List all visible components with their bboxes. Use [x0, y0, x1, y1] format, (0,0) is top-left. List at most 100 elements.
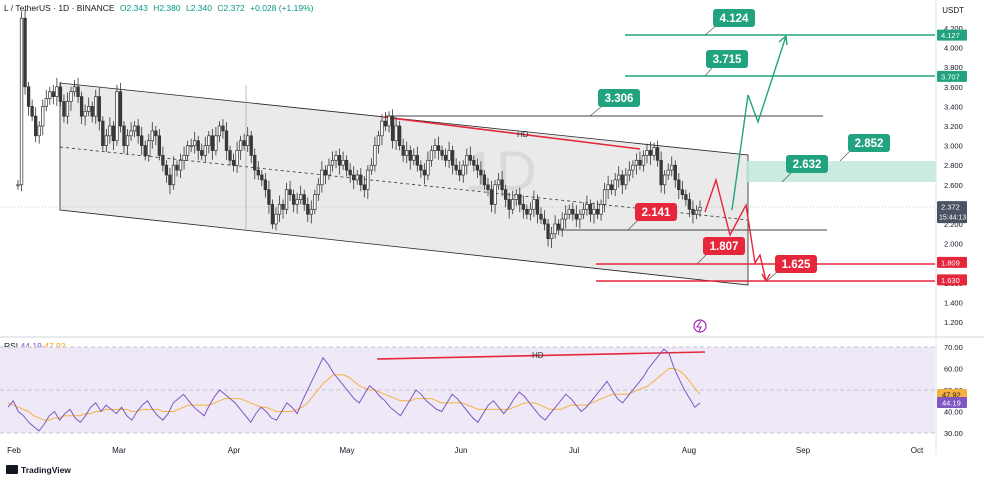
price-pane: 1D HD [0, 24, 936, 333]
annotation-text: 3.715 [713, 54, 742, 66]
candle-body [528, 208, 533, 215]
candle-body [465, 155, 469, 166]
rsi-line [7, 348, 701, 432]
candle-body [94, 96, 98, 117]
interval-watermark: 1D [465, 139, 537, 202]
price-level-tag [937, 29, 967, 41]
candle-body [503, 189, 508, 200]
candle-body [507, 199, 511, 210]
candle-body [436, 145, 441, 151]
candle-body [549, 233, 554, 240]
time-tick-label: Jun [455, 446, 468, 455]
leader-2852 [839, 150, 851, 162]
open-value: O2.343 [119, 3, 148, 13]
candle-body [426, 159, 430, 176]
time-tick-label: Feb [7, 446, 21, 455]
price-axis[interactable]: 4.200 4.000 3.800 3.600 3.400 3.200 3.000 2.800… [937, 24, 967, 327]
annotation-box [598, 89, 640, 107]
candle-body [624, 174, 628, 186]
leader-3306 [589, 105, 603, 117]
candle-body [458, 169, 462, 176]
candle-body [97, 96, 101, 122]
time-axis[interactable]: Feb Mar Apr May Jun Jul Aug Sep Oct [7, 0, 924, 455]
price-level-tag [937, 70, 967, 82]
candle-body [454, 164, 458, 171]
candle-body [267, 189, 271, 205]
rsi-title[interactable]: RSI [4, 341, 19, 351]
rsi-tick-label: 70.00 [944, 343, 963, 352]
rsi-value: 44.19 [20, 341, 42, 351]
symbol-name[interactable]: L / TetherUS · 1D · BINANCE [4, 3, 115, 13]
event-marker-icon[interactable] [693, 319, 707, 333]
candle-body [115, 91, 119, 142]
price-level-tag-label: 4.127 [941, 31, 960, 40]
candle-body [270, 204, 275, 225]
candle-body [217, 125, 222, 137]
leader-2632 [781, 171, 793, 183]
annotation-text: 1.807 [710, 241, 739, 253]
high-value: H2.380 [153, 3, 181, 13]
candle-body [327, 164, 331, 176]
candle-body [235, 150, 239, 166]
candle-body [348, 169, 352, 176]
event-marker-bolt [695, 320, 702, 332]
candle-body [26, 86, 31, 107]
candle-body [41, 106, 45, 127]
candle-body [55, 86, 59, 97]
price-tick-label: 1.400 [944, 298, 963, 307]
annotation-box [713, 9, 755, 27]
price-tick-label: 3.600 [944, 83, 963, 92]
bearish-path [704, 177, 767, 282]
annotation-box [706, 50, 748, 68]
candle-body [617, 174, 621, 181]
candle-body [677, 179, 681, 191]
candle-body [659, 159, 663, 186]
candle-body [564, 213, 568, 220]
candle-body [341, 159, 345, 166]
candle-body [525, 208, 529, 215]
candle-body [518, 194, 522, 205]
annotation-box [703, 237, 745, 255]
candle-body [486, 184, 490, 191]
tradingview-logo[interactable]: TradingView [6, 465, 71, 475]
candle-body [641, 155, 646, 166]
candle-body [79, 96, 84, 117]
candle-body [203, 145, 207, 156]
price-tick-label: 2.000 [944, 240, 963, 249]
currency-unit[interactable]: USDT [942, 6, 964, 15]
candle-body [595, 208, 600, 215]
annotation-labels: 4.124 3.715 3.306 2.852 2.632 2.141 1.807 1.625 [598, 9, 890, 273]
descending-channel [59, 82, 749, 286]
candle-body [429, 150, 434, 161]
candle-body [475, 164, 480, 171]
candle-body [87, 106, 91, 112]
candle-body [249, 135, 253, 156]
candle-body [496, 179, 501, 186]
rsi-header: RSI 44.19 47.92 [4, 341, 65, 351]
candle-body [574, 213, 578, 220]
candle-body [30, 106, 34, 117]
candle-body [648, 150, 653, 156]
time-tick-label: Apr [228, 446, 241, 455]
candle-body [334, 155, 338, 161]
bearish-arrow-head [761, 273, 771, 283]
candle-body [394, 125, 398, 142]
candle-body [532, 199, 536, 210]
candle-body [652, 147, 656, 156]
candle-body [118, 91, 123, 127]
candle-body [588, 204, 593, 215]
candle-body [185, 145, 190, 156]
candle-body [493, 184, 497, 205]
candle-body [419, 164, 423, 171]
annotation-box [786, 155, 828, 173]
candle-body [670, 164, 674, 171]
candle-body [228, 150, 232, 161]
annotation-box [635, 203, 677, 221]
price-tick-label: 3.800 [944, 63, 963, 72]
candle-body [306, 204, 310, 215]
bullish-arrow-head [778, 34, 788, 46]
candle-body [309, 208, 313, 215]
candle-body [299, 194, 303, 200]
